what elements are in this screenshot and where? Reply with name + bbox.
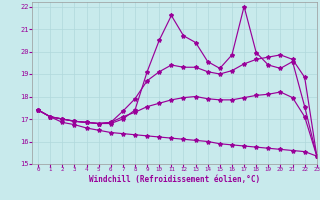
X-axis label: Windchill (Refroidissement éolien,°C): Windchill (Refroidissement éolien,°C): [89, 175, 260, 184]
